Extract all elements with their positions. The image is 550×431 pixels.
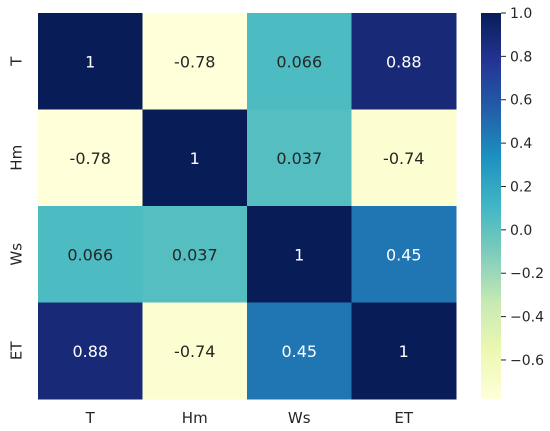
heatmap-cell-T-Hm — [142, 13, 248, 110]
colorbar-tick-label: 0.8 — [510, 49, 532, 65]
cell-value-label: -0.74 — [174, 342, 215, 361]
colorbar-tick-label: 0.0 — [510, 223, 532, 239]
y-tick-label-ET: ET — [8, 341, 26, 360]
y-tick-label-Hm: Hm — [8, 145, 26, 171]
colorbar-tick-label: 0.4 — [510, 136, 532, 152]
heatmap-cell-Hm-Ws — [247, 109, 352, 207]
x-tick-label-Ws: Ws — [288, 409, 311, 427]
colorbar-tick-label: 0.6 — [510, 93, 532, 109]
colorbar-tick-label: −0.2 — [510, 266, 544, 282]
cell-value-label: 1 — [190, 149, 200, 168]
heatmap-cell-Ws-T — [38, 206, 143, 303]
heatmap-cell-Ws-ET — [351, 206, 457, 303]
cell-value-label: -0.78 — [70, 149, 111, 168]
heatmap-cell-ET-Ws — [247, 302, 352, 400]
heatmap-cell-Hm-T — [38, 109, 143, 207]
heatmap-cell-ET-ET — [351, 302, 457, 400]
cell-value-label: 0.037 — [172, 245, 218, 264]
heatmap-cell-Ws-Ws — [247, 206, 352, 303]
colorbar: −0.6 −0.4 −0.2 0.0 0.2 0.4 0.6 0.8 1.0 — [481, 6, 544, 399]
heatmap-cell-T-ET — [351, 13, 457, 110]
x-tick-label-ET: ET — [394, 409, 413, 427]
heatmap-cell-Ws-Hm — [142, 206, 248, 303]
heatmap-cell-Hm-ET — [351, 109, 457, 207]
colorbar-tick-label: −0.4 — [510, 310, 544, 326]
heatmap-cell-T-Ws — [247, 13, 352, 110]
x-tick-label-T: T — [85, 409, 96, 427]
x-axis-tick-labels: T Hm Ws ET — [85, 409, 414, 427]
y-tick-label-Ws: Ws — [8, 243, 26, 266]
colorbar-tick-label: −0.6 — [510, 353, 544, 369]
cell-value-label: 0.88 — [386, 52, 422, 71]
heatmap-cells: 1 -0.78 0.066 0.88 -0.78 1 0.037 -0.74 0.066 0.03… — [38, 13, 457, 400]
heatmap-cell-T-T — [38, 13, 143, 110]
cell-value-label: -0.74 — [383, 149, 424, 168]
cell-value-label: 1 — [85, 52, 95, 71]
heatmap-cell-ET-T — [38, 302, 143, 400]
cell-value-label: 1 — [399, 342, 409, 361]
y-tick-label-T: T — [8, 56, 26, 67]
heatmap-cell-ET-Hm — [142, 302, 248, 400]
colorbar-gradient — [481, 13, 501, 399]
colorbar-tick-label: 0.2 — [510, 179, 532, 195]
cell-value-label: 0.037 — [276, 149, 322, 168]
heatmap-cell-Hm-Hm — [142, 109, 248, 207]
cell-value-label: 1 — [294, 245, 304, 264]
cell-value-label: 0.066 — [67, 245, 113, 264]
colorbar-tick-label: 1.0 — [510, 6, 532, 22]
cell-value-label: 0.88 — [72, 342, 108, 361]
cell-value-label: 0.066 — [276, 52, 322, 71]
y-axis-tick-labels: T Hm Ws ET — [8, 56, 26, 360]
cell-value-label: 0.45 — [386, 245, 422, 264]
x-tick-label-Hm: Hm — [182, 409, 208, 427]
cell-value-label: 0.45 — [281, 342, 317, 361]
cell-value-label: -0.78 — [174, 52, 215, 71]
